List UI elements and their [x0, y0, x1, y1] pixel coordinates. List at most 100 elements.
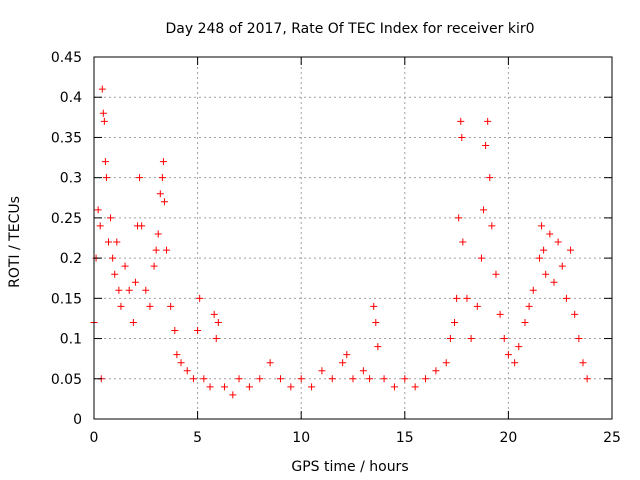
- data-point: [550, 278, 558, 286]
- data-point: [477, 254, 485, 262]
- data-point: [183, 367, 191, 375]
- data-point: [359, 367, 367, 375]
- plot-frame: [93, 56, 613, 420]
- data-point: [318, 367, 326, 375]
- data-point: [484, 117, 492, 125]
- x-tick-label: 10: [292, 430, 310, 446]
- data-point: [529, 286, 537, 294]
- data-point: [370, 302, 378, 310]
- data-point: [538, 222, 546, 230]
- data-point: [366, 375, 374, 383]
- data-point: [500, 335, 508, 343]
- data-point: [129, 318, 137, 326]
- data-point: [111, 270, 119, 278]
- x-tick-label: 20: [499, 430, 517, 446]
- data-point: [210, 310, 218, 318]
- data-point: [276, 375, 284, 383]
- data-point: [411, 383, 419, 391]
- data-point: [109, 254, 117, 262]
- data-point: [463, 294, 471, 302]
- data-point: [245, 383, 253, 391]
- data-point: [171, 327, 179, 335]
- data-point: [525, 302, 533, 310]
- data-point: [558, 262, 566, 270]
- data-points: [90, 85, 591, 399]
- data-point: [521, 318, 529, 326]
- data-point: [401, 375, 409, 383]
- data-point: [297, 375, 305, 383]
- chart-title: Day 248 of 2017, Rate Of TEC Index for r…: [165, 21, 534, 37]
- data-point: [115, 286, 123, 294]
- data-point: [163, 246, 171, 254]
- data-point: [328, 375, 336, 383]
- data-point: [154, 230, 162, 238]
- data-point: [482, 141, 490, 149]
- data-point: [372, 318, 380, 326]
- data-point: [138, 222, 146, 230]
- data-point: [125, 286, 133, 294]
- data-point: [459, 238, 467, 246]
- data-point: [266, 359, 274, 367]
- data-point: [152, 246, 160, 254]
- data-point: [467, 335, 475, 343]
- data-point: [542, 270, 550, 278]
- data-point: [567, 246, 575, 254]
- data-point: [167, 302, 175, 310]
- data-point: [453, 294, 461, 302]
- data-point: [173, 351, 181, 359]
- data-point: [488, 222, 496, 230]
- data-point: [515, 343, 523, 351]
- data-point: [390, 383, 398, 391]
- data-point: [575, 335, 583, 343]
- data-point: [504, 351, 512, 359]
- data-point: [136, 174, 144, 182]
- data-point: [221, 383, 229, 391]
- x-tick-label: 15: [396, 430, 414, 446]
- x-tick-label: 0: [90, 430, 99, 446]
- x-axis-label: GPS time / hours: [291, 459, 408, 475]
- y-tick-label: 0.15: [51, 291, 82, 307]
- data-point: [455, 214, 463, 222]
- data-point: [287, 383, 295, 391]
- data-point: [113, 238, 121, 246]
- data-point: [98, 85, 106, 93]
- data-point: [496, 310, 504, 318]
- data-point: [142, 286, 150, 294]
- data-point: [442, 359, 450, 367]
- data-point: [131, 278, 139, 286]
- data-point: [349, 375, 357, 383]
- y-tick-label: 0.35: [51, 130, 82, 146]
- data-point: [214, 318, 222, 326]
- data-point: [480, 206, 488, 214]
- grid-lines: [94, 57, 612, 419]
- data-point: [583, 375, 591, 383]
- data-point: [159, 158, 167, 166]
- data-point: [105, 238, 113, 246]
- data-point: [96, 222, 104, 230]
- data-point: [457, 117, 465, 125]
- data-point: [432, 367, 440, 375]
- data-point: [102, 174, 110, 182]
- data-point: [473, 302, 481, 310]
- data-point: [486, 174, 494, 182]
- data-point: [212, 335, 220, 343]
- y-tick-label: 0.2: [60, 251, 82, 267]
- y-tick-label: 0.3: [60, 171, 82, 187]
- data-point: [177, 359, 185, 367]
- data-point: [343, 351, 351, 359]
- data-point: [160, 198, 168, 206]
- data-point: [511, 359, 519, 367]
- data-point: [374, 343, 382, 351]
- x-tick-label: 25: [603, 430, 621, 446]
- data-point: [206, 383, 214, 391]
- y-tick-label: 0.05: [51, 372, 82, 388]
- data-point: [107, 214, 115, 222]
- data-point: [156, 190, 164, 198]
- data-point: [146, 302, 154, 310]
- data-point: [579, 359, 587, 367]
- data-point: [492, 270, 500, 278]
- data-point: [196, 294, 204, 302]
- data-point: [562, 294, 570, 302]
